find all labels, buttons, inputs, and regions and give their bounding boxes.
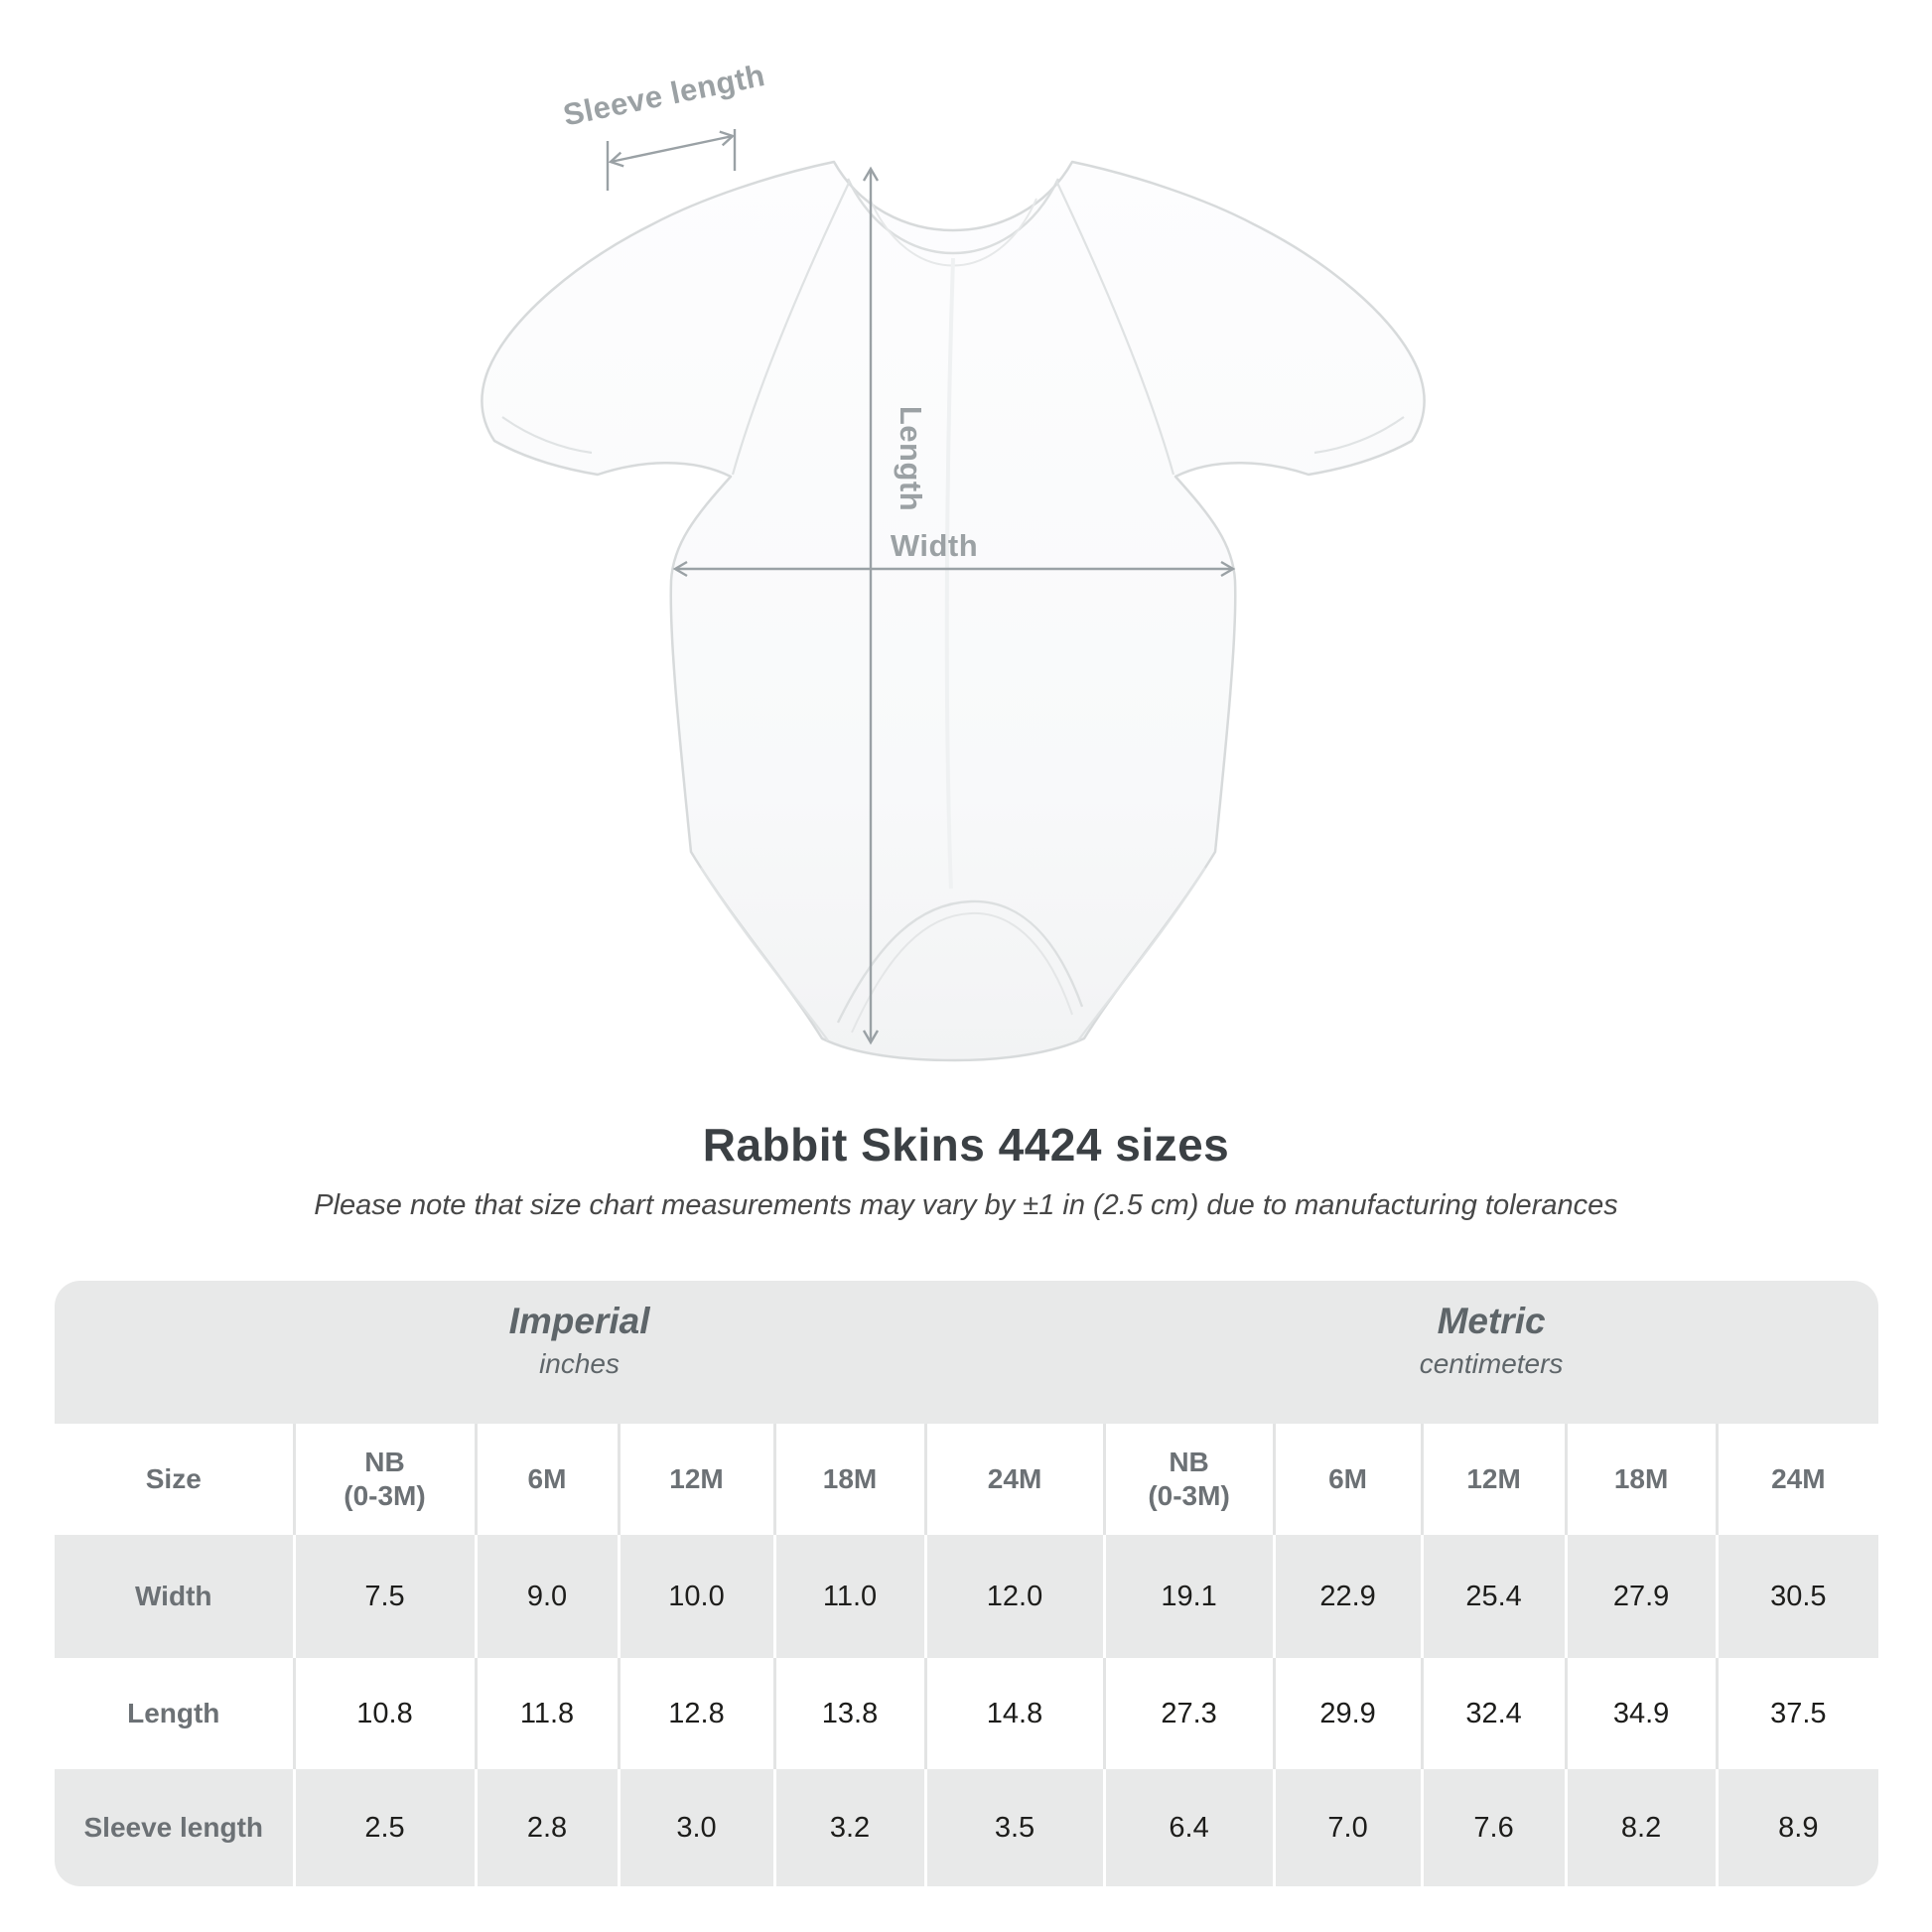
width-label: Width: [891, 528, 978, 563]
size-header-row: Size NB (0-3M) 6M 12M 18M 24M NB (0-3M) …: [55, 1424, 1878, 1535]
length-24m-cm: 37.5: [1715, 1658, 1878, 1769]
length-24m-in: 14.8: [923, 1658, 1105, 1769]
size-header-18m-imperial: 18M: [772, 1424, 925, 1535]
size-table: Imperial inches Metric centimeters Size …: [55, 1281, 1878, 1886]
sleeve-nb-in: 2.5: [292, 1769, 476, 1886]
width-18m-cm: 27.9: [1564, 1535, 1718, 1658]
width-6m-in: 9.0: [474, 1535, 619, 1658]
sleeve-length-arrow: [608, 130, 736, 168]
sleeve-nb-cm: 6.4: [1102, 1769, 1275, 1886]
metric-heading: Metric: [1437, 1301, 1546, 1341]
width-6m-cm: 22.9: [1272, 1535, 1423, 1658]
sleeve-24m-in: 3.5: [923, 1769, 1105, 1886]
metric-unit-label: centimeters: [1419, 1348, 1564, 1379]
imperial-group-header: Imperial inches: [55, 1281, 1105, 1424]
size-header-24m-metric: 24M: [1715, 1424, 1878, 1535]
table-row-length: Length 10.8 11.8 12.8 13.8 14.8 27.3 29.…: [55, 1658, 1878, 1769]
length-6m-cm: 29.9: [1272, 1658, 1423, 1769]
size-header-6m-imperial: 6M: [474, 1424, 619, 1535]
sleeve-6m-cm: 7.0: [1272, 1769, 1423, 1886]
length-6m-in: 11.8: [474, 1658, 619, 1769]
size-header-18m-metric: 18M: [1564, 1424, 1718, 1535]
sleeve-6m-in: 2.8: [474, 1769, 619, 1886]
length-nb-cm: 27.3: [1102, 1658, 1275, 1769]
size-table-container: Imperial inches Metric centimeters Size …: [55, 1281, 1878, 1886]
table-row-width: Width 7.5 9.0 10.0 11.0 12.0 19.1 22.9 2…: [55, 1535, 1878, 1658]
row-label-sleeve-length: Sleeve length: [55, 1769, 294, 1886]
width-12m-cm: 25.4: [1420, 1535, 1567, 1658]
row-label-length: Length: [55, 1658, 294, 1769]
metric-group-header: Metric centimeters: [1104, 1281, 1878, 1424]
width-12m-in: 10.0: [617, 1535, 774, 1658]
row-label-width: Width: [55, 1535, 294, 1658]
width-18m-in: 11.0: [772, 1535, 925, 1658]
sleeve-length-label: Sleeve length: [560, 58, 767, 132]
sleeve-18m-cm: 8.2: [1564, 1769, 1718, 1886]
length-label: Length: [894, 406, 928, 511]
size-header-6m-metric: 6M: [1272, 1424, 1423, 1535]
sleeve-24m-cm: 8.9: [1715, 1769, 1878, 1886]
width-nb-cm: 19.1: [1102, 1535, 1275, 1658]
length-18m-in: 13.8: [772, 1658, 925, 1769]
table-row-sleeve-length: Sleeve length 2.5 2.8 3.0 3.2 3.5 6.4 7.…: [55, 1769, 1878, 1886]
length-12m-in: 12.8: [617, 1658, 774, 1769]
size-header-nb-imperial: NB (0-3M): [292, 1424, 476, 1535]
size-header-12m-metric: 12M: [1420, 1424, 1567, 1535]
length-12m-cm: 32.4: [1420, 1658, 1567, 1769]
sleeve-12m-cm: 7.6: [1420, 1769, 1567, 1886]
size-header-nb-metric: NB (0-3M): [1102, 1424, 1275, 1535]
imperial-unit-label: inches: [539, 1348, 620, 1379]
tolerance-note: Please note that size chart measurements…: [314, 1189, 1618, 1221]
size-header-12m-imperial: 12M: [617, 1424, 774, 1535]
length-nb-in: 10.8: [292, 1658, 476, 1769]
sleeve-18m-in: 3.2: [772, 1769, 925, 1886]
unit-group-header-row: Imperial inches Metric centimeters: [55, 1281, 1878, 1424]
width-24m-cm: 30.5: [1715, 1535, 1878, 1658]
imperial-heading: Imperial: [508, 1301, 650, 1341]
width-24m-in: 12.0: [923, 1535, 1105, 1658]
size-column-header: Size: [55, 1424, 294, 1535]
sleeve-12m-in: 3.0: [617, 1769, 774, 1886]
size-header-24m-imperial: 24M: [923, 1424, 1105, 1535]
length-18m-cm: 34.9: [1564, 1658, 1718, 1769]
onesie-measurement-diagram: Sleeve length Length Width: [481, 58, 1426, 1062]
infant-bodysuit-illustration: [481, 160, 1426, 1062]
page-title: Rabbit Skins 4424 sizes: [702, 1119, 1230, 1171]
width-nb-in: 7.5: [292, 1535, 476, 1658]
